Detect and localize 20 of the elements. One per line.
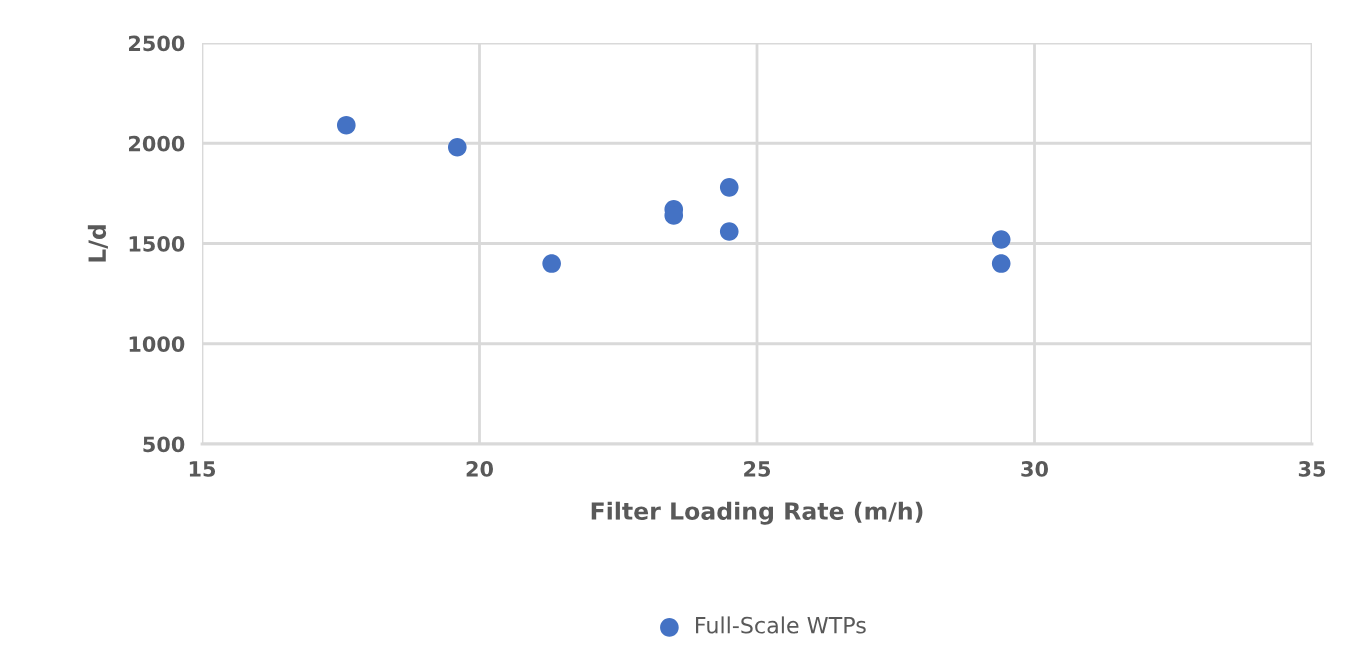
point [719,222,739,241]
x-tick-label: 15 [189,461,216,477]
x-tick-label: 20 [466,461,493,477]
x-tick-label: 30 [1021,461,1048,477]
point [336,115,356,135]
y-tick-label: 2000 [129,135,185,152]
point [719,178,739,197]
point [991,254,1011,273]
x-tick-label: 35 [1298,461,1326,477]
y-tick-label: 2500 [129,35,185,52]
x-tick-label: 25 [744,461,771,477]
legend-label: Full-Scale WTPs [696,616,866,634]
point [447,137,467,157]
y-tick-label: 1500 [129,235,185,252]
point [542,254,561,273]
y-tick-label: 500 [143,436,185,453]
point [991,230,1011,249]
y-tick-label: 1000 [129,336,185,352]
y-axis-title: L/d [87,225,108,262]
x-axis-title: Filter Loading Rate (m/h) [591,501,923,525]
